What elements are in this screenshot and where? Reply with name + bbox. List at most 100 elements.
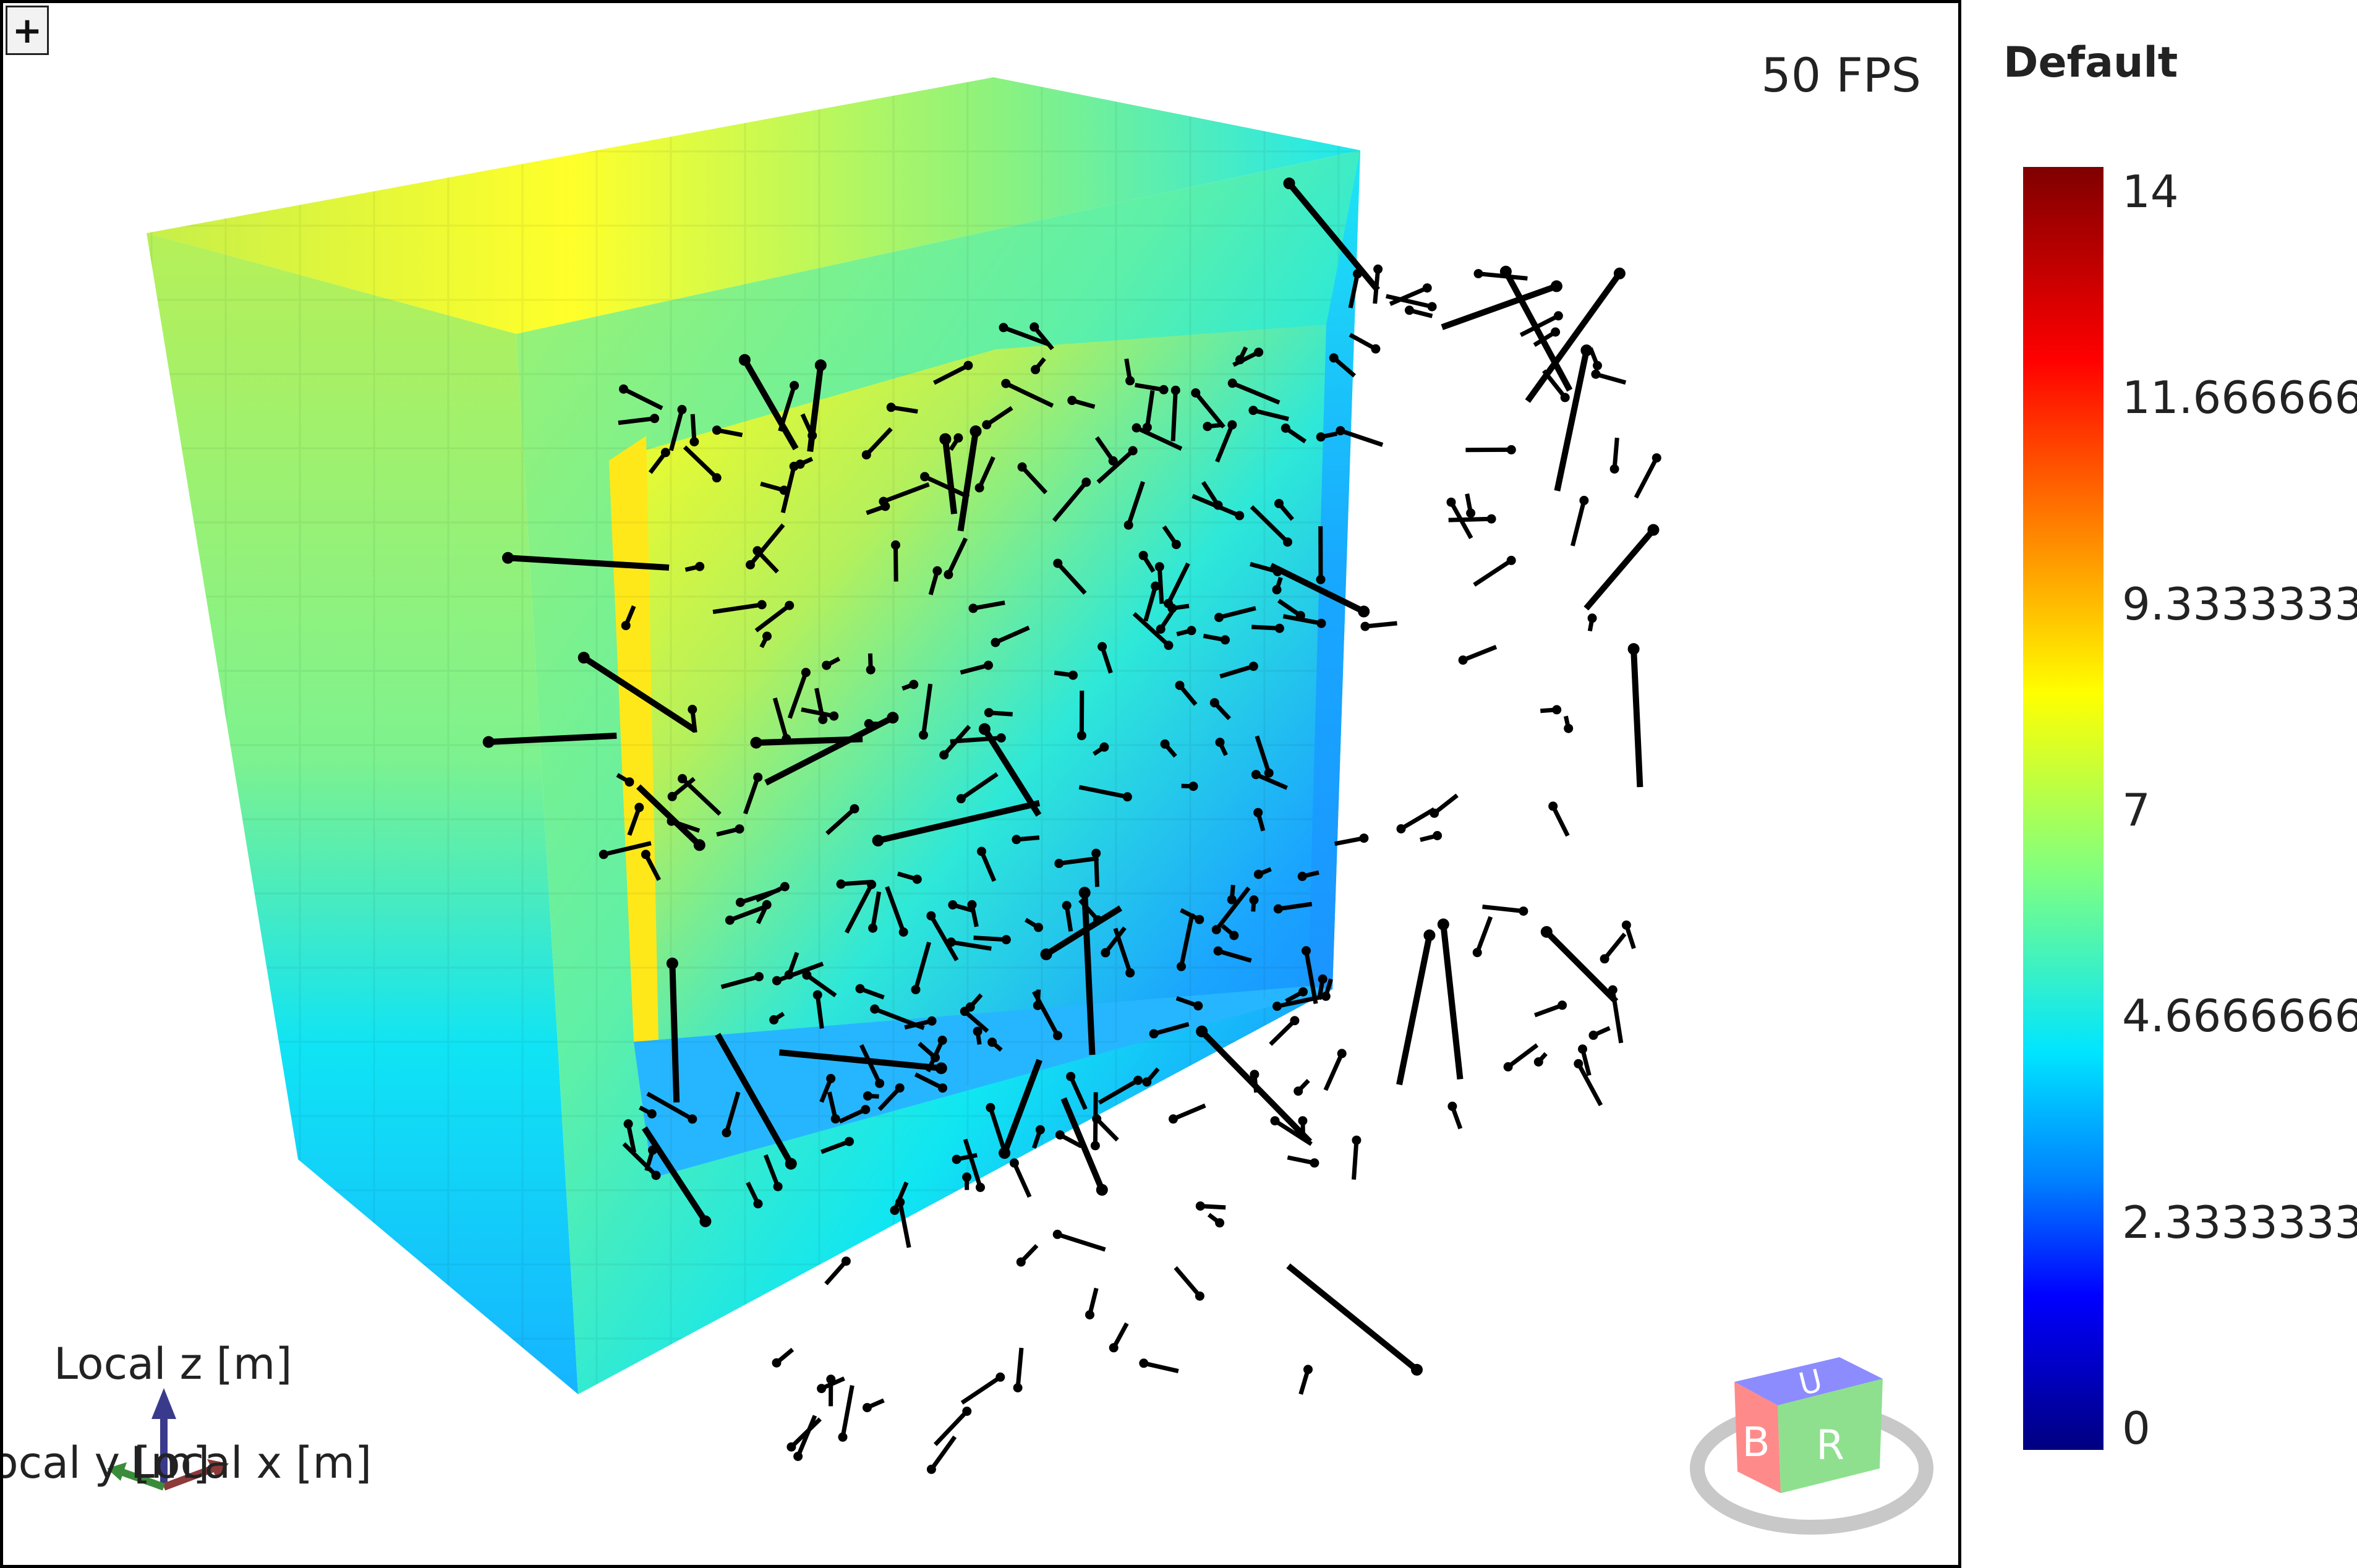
vector-arrowhead xyxy=(963,1173,971,1182)
vector-arrowhead xyxy=(1036,1125,1044,1134)
vector-arrowhead xyxy=(1519,907,1528,916)
vector-arrowhead xyxy=(957,795,965,803)
vector-arrowhead xyxy=(1053,1230,1062,1238)
vector-arrow xyxy=(931,1437,955,1470)
vector-arrowhead xyxy=(1250,896,1258,905)
vector-arrowhead xyxy=(746,561,755,569)
vector-arrowhead xyxy=(1055,1131,1064,1140)
vector-arrowhead xyxy=(842,1257,850,1266)
vector-arrow xyxy=(1586,530,1653,608)
vector-arrowhead xyxy=(1371,344,1380,353)
vector-arrow xyxy=(1634,649,1640,787)
vector-arrowhead xyxy=(1487,514,1496,523)
vector-arrowhead xyxy=(892,541,900,550)
vector-arrow xyxy=(1442,286,1556,327)
vector-arrowhead xyxy=(757,600,766,609)
vector-arrowhead xyxy=(984,661,993,670)
vector-arrowhead xyxy=(1275,499,1284,508)
vector-arrowhead xyxy=(866,665,875,674)
vector-arrowhead xyxy=(1098,642,1107,651)
vector-arrowhead xyxy=(1541,926,1552,937)
vector-arrowhead xyxy=(1139,551,1148,560)
vector-arrowhead xyxy=(948,901,957,910)
3d-viewport[interactable]: + 50 FPS Local z [m] Local y [m] Local x… xyxy=(0,0,1961,1568)
volume-scene[interactable] xyxy=(3,3,1961,1568)
vector-arrow xyxy=(1174,1106,1206,1119)
vector-arrowhead xyxy=(910,680,918,689)
vector-arrow xyxy=(1477,917,1491,953)
vector-arrow xyxy=(1553,806,1568,836)
vector-arrow xyxy=(1474,560,1511,585)
vector-arrowhead xyxy=(1361,622,1370,631)
vector-arrowhead xyxy=(1228,379,1237,388)
vector-arrowhead xyxy=(621,621,630,630)
x-axis-label: Local x [m] xyxy=(130,1438,372,1488)
vector-arrowhead xyxy=(1628,644,1639,655)
vector-arrow xyxy=(672,963,676,1102)
vector-arrowhead xyxy=(790,381,799,390)
vector-arrowhead xyxy=(678,774,687,783)
vector-arrowhead xyxy=(837,880,845,888)
vector-arrowhead xyxy=(1614,268,1625,279)
vector-arrowhead xyxy=(1428,302,1436,311)
vector-arrowhead xyxy=(940,433,951,445)
vector-arrowhead xyxy=(1203,422,1212,431)
vector-arrowhead xyxy=(1271,1117,1279,1125)
vector-arrowhead xyxy=(850,804,859,813)
vector-arrowhead xyxy=(754,1199,762,1208)
plus-icon: + xyxy=(12,12,43,48)
vector-arrowhead xyxy=(1447,498,1456,506)
vector-arrowhead xyxy=(862,451,871,459)
vector-arrowhead xyxy=(999,323,1008,332)
vector-arrowhead xyxy=(578,652,589,663)
vector-arrowhead xyxy=(1336,427,1345,435)
vector-arrowhead xyxy=(667,958,678,969)
vector-arrowhead xyxy=(879,497,888,506)
vector-arrowhead xyxy=(1062,901,1071,910)
vector-arrowhead xyxy=(1082,478,1091,487)
vector-arrowhead xyxy=(954,433,963,442)
vector-arrowhead xyxy=(780,486,788,495)
vector-arrowhead xyxy=(861,1106,870,1114)
vector-arrowhead xyxy=(936,1063,947,1074)
vector-arrow xyxy=(1483,907,1524,911)
vector-arrowhead xyxy=(1588,614,1596,623)
vector-arrowhead xyxy=(652,1171,660,1180)
vector-arrowhead xyxy=(827,1375,835,1384)
vector-arrowhead xyxy=(1272,586,1281,594)
expand-button[interactable]: + xyxy=(6,6,49,55)
vector-arrowhead xyxy=(624,1120,633,1128)
vector-arrowhead xyxy=(1195,1292,1204,1300)
vector-arrowhead xyxy=(1010,1159,1018,1167)
vector-arrowhead xyxy=(864,720,873,728)
z-axis-label: Local z [m] xyxy=(54,1339,292,1389)
vector-arrowhead xyxy=(1126,968,1135,977)
vector-arrowhead xyxy=(1298,872,1306,880)
vector-arrowhead xyxy=(1109,1344,1118,1352)
view-cube[interactable]: U B R xyxy=(1682,1345,1941,1549)
vector-arrowhead xyxy=(1100,743,1109,751)
vector-arrowhead xyxy=(982,420,991,429)
vector-arrowhead xyxy=(1161,739,1169,748)
vector-arrowhead xyxy=(979,723,990,735)
color-legend: Default 1411.666666679.33333333374.66666… xyxy=(1961,0,2357,1546)
vector-arrowhead xyxy=(1310,1159,1319,1167)
vector-arrowhead xyxy=(1358,606,1370,617)
vector-arrowhead xyxy=(856,984,864,993)
vector-arrowhead xyxy=(964,361,973,370)
vector-arrowhead xyxy=(1589,1031,1598,1039)
vector-arrowhead xyxy=(1299,987,1308,996)
vector-arrowhead xyxy=(991,638,1000,647)
vector-arrowhead xyxy=(620,385,628,393)
vector-arrowhead xyxy=(978,847,986,856)
vector-arrowhead xyxy=(896,1198,905,1206)
vector-arrowhead xyxy=(1316,575,1325,584)
vector-arrowhead xyxy=(996,1373,1005,1381)
vector-arrowhead xyxy=(1033,1001,1042,1010)
vector-arrow xyxy=(1159,567,1162,604)
vector-arrowhead xyxy=(887,403,895,412)
vector-arrowhead xyxy=(1337,1049,1346,1058)
vector-arrowhead xyxy=(876,1079,884,1088)
vector-arrowhead xyxy=(1002,379,1010,388)
vector-arrowhead xyxy=(1321,992,1330,1000)
